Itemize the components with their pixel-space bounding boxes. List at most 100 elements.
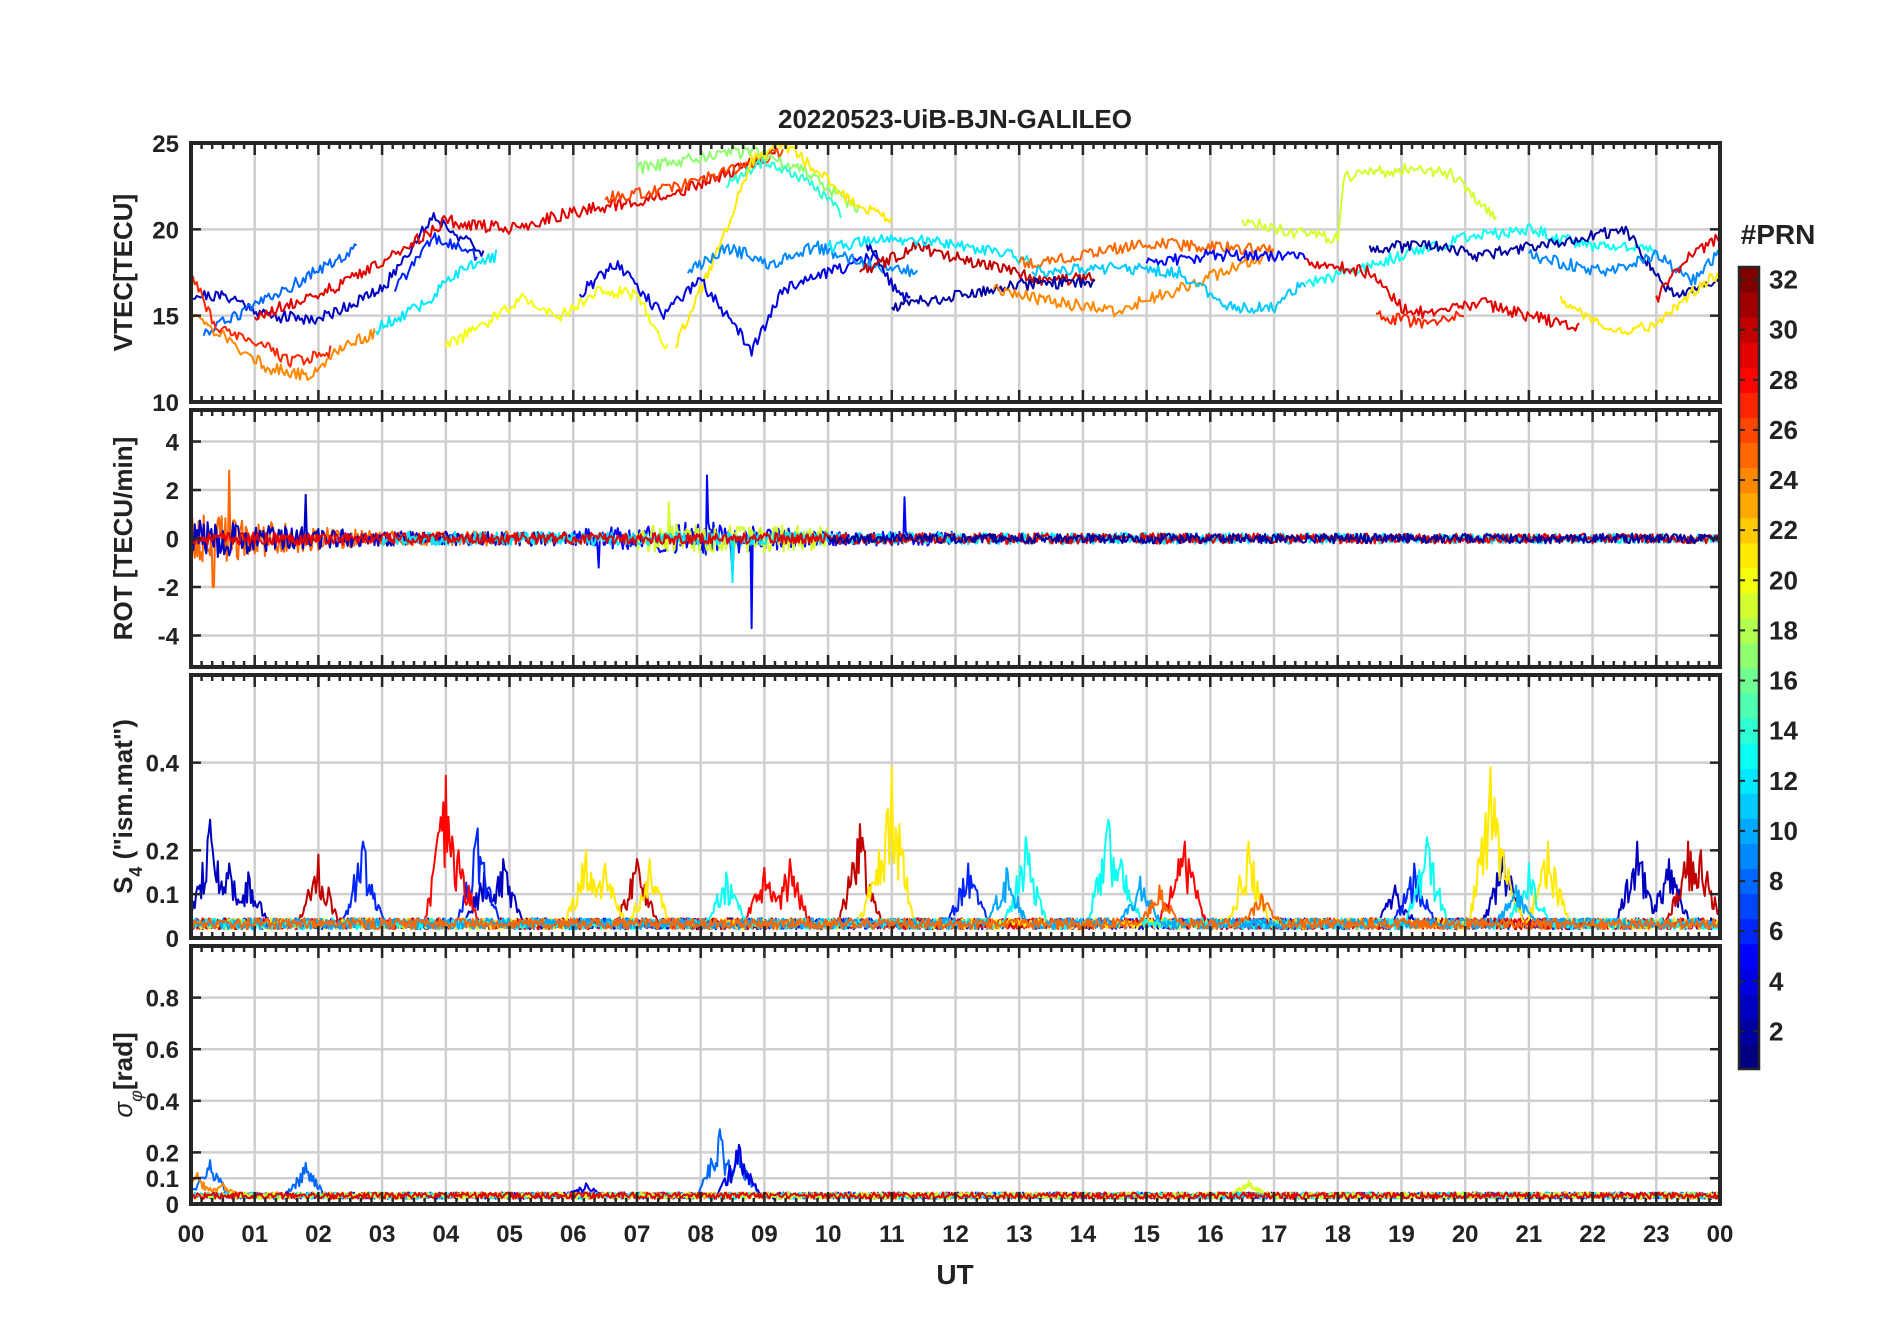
colorbar-tick-label: 14 [1769, 716, 1798, 746]
y-tick-label: 0.2 [146, 1140, 179, 1167]
x-tick-label: 22 [1579, 1221, 1606, 1248]
y-tick-label: 0.1 [146, 882, 179, 909]
y-tick-label: 0.8 [146, 986, 179, 1013]
x-tick-label: 14 [1070, 1221, 1097, 1248]
panel-sigma-phi: 00.10.2 0.4 0.6 0.8σφ[rad] [108, 944, 1722, 1219]
grid-lines [191, 143, 1720, 402]
series-line-prn-27 [191, 273, 332, 368]
colorbar-label: #PRN [1741, 219, 1816, 250]
colorbar-tick-label: 30 [1769, 315, 1798, 345]
colorbar-tick-label: 28 [1769, 365, 1798, 395]
y-axis-label: S4 ("ism.mat") [108, 719, 146, 894]
series-line-prn-29 [253, 147, 778, 321]
x-tick-label: 07 [624, 1221, 651, 1248]
y-tick-label: 15 [152, 304, 179, 331]
y-tick-label: 2 [166, 478, 179, 505]
series-line-prn-21 [1559, 272, 1720, 336]
colorbar-tick-label: 32 [1769, 265, 1798, 295]
series-line-prn-12 [374, 249, 498, 336]
series-line-prn-11 [1031, 261, 1307, 314]
series-line-prn-14 [725, 156, 842, 219]
colorbar-tick-label: 12 [1769, 766, 1798, 796]
x-ticks [189, 675, 1711, 938]
x-tick-label: 12 [942, 1221, 969, 1248]
colorbar-tick-label: 20 [1769, 565, 1798, 595]
colorbar-tick-label: 26 [1769, 415, 1798, 445]
colorbar-tick-label: 22 [1769, 515, 1798, 545]
x-tick-label: 17 [1261, 1221, 1288, 1248]
series-line-prn-20 [444, 285, 669, 350]
x-tick-label: 02 [305, 1221, 332, 1248]
colorbar-tick-label: 16 [1769, 666, 1798, 696]
series-line-prn-21 [674, 143, 893, 349]
x-tick-label: 23 [1643, 1221, 1670, 1248]
series-line-prn-9 [687, 240, 919, 278]
panel-rot: -4 -2 0 2 4 ROT [TECU/min] [108, 408, 1722, 669]
x-tick-label: 00 [1707, 1221, 1734, 1248]
series-line-prn-29 [1655, 233, 1720, 303]
series-line-prn-8 [202, 243, 358, 337]
y-tick-label: 0.6 [146, 1037, 179, 1064]
x-tick-label: 16 [1197, 1221, 1224, 1248]
colorbar-tick-label: 4 [1769, 966, 1784, 996]
y-tick-label: -2 [158, 575, 179, 602]
x-tick-labels: 00 01 02 03 04 05 06 07 08 09 10 11 12 13 14 15 16 17 18 19… [178, 1221, 1734, 1248]
x-tick-label: 10 [815, 1221, 842, 1248]
traces [191, 143, 1720, 381]
series-line-prn-30 [859, 241, 1096, 286]
x-tick-label: 04 [432, 1221, 459, 1248]
x-ticks [189, 143, 1711, 402]
colorbar-tick-label: 8 [1769, 866, 1783, 896]
y-tick-label: 0.4 [146, 1089, 180, 1116]
x-tick-label: 18 [1324, 1221, 1351, 1248]
panel-s4: 0 0.1 0.2 0.4S4 ("ism.mat") [108, 673, 1722, 953]
y-axis-label: σφ[rad] [108, 1032, 146, 1117]
series-line-prn-19 [636, 501, 830, 554]
y-tick-label: 20 [152, 217, 179, 244]
chart-title: 20220523-UiB-BJN-GALILEO [778, 104, 1132, 134]
x-tick-label: 01 [241, 1221, 268, 1248]
x-tick-label: 19 [1388, 1221, 1415, 1248]
series-line-prn-2 [891, 276, 1096, 312]
x-axis-label: UT [936, 1259, 973, 1290]
x-tick-label: 20 [1452, 1221, 1479, 1248]
y-tick-label: 4 [166, 430, 180, 457]
colorbar-tick-label: 24 [1769, 465, 1798, 495]
y-tick-label: 0 [166, 926, 179, 953]
colorbar-frame [1737, 265, 1761, 1071]
x-tick-label: 08 [687, 1221, 714, 1248]
series-line-prn-4 [578, 249, 879, 357]
x-tick-label: 00 [178, 1221, 205, 1248]
y-tick-label: 0 [166, 527, 179, 554]
series-line-prn-5 [1145, 248, 1307, 266]
x-tick-label: 06 [560, 1221, 587, 1248]
series-line-prn-12 [827, 233, 1032, 266]
x-ticks [189, 410, 1711, 667]
y-tick-label: 10 [152, 390, 179, 417]
grid-lines [191, 675, 1720, 938]
series-line-prn-13 [1305, 222, 1657, 288]
y-tick-label: 25 [152, 131, 179, 158]
series-line-prn-9 [1528, 249, 1720, 286]
grid-lines [191, 946, 1720, 1204]
series-line-prn-19 [1241, 162, 1498, 244]
series-line-prn-6 [393, 232, 478, 292]
y-tick-label: -4 [158, 623, 180, 650]
x-tick-label: 21 [1516, 1221, 1543, 1248]
traces [191, 469, 1720, 630]
colorbar-tick-label: 10 [1769, 816, 1798, 846]
series-line-prn-24 [992, 249, 1274, 318]
colorbar-tick-label: 18 [1769, 615, 1798, 645]
x-tick-label: 05 [496, 1221, 523, 1248]
series-line-prn-3 [865, 243, 911, 303]
series-line-prn-24 [191, 313, 376, 381]
series-line-prn-17 [636, 145, 860, 214]
y-tick-label: 0.1 [146, 1166, 179, 1193]
series-line-prn-27 [1375, 310, 1465, 329]
x-tick-label: 09 [751, 1221, 778, 1248]
series-line-prn-29 [1305, 257, 1580, 332]
series-line-prn-3 [191, 212, 485, 325]
series-line-prn-2 [827, 532, 1720, 545]
